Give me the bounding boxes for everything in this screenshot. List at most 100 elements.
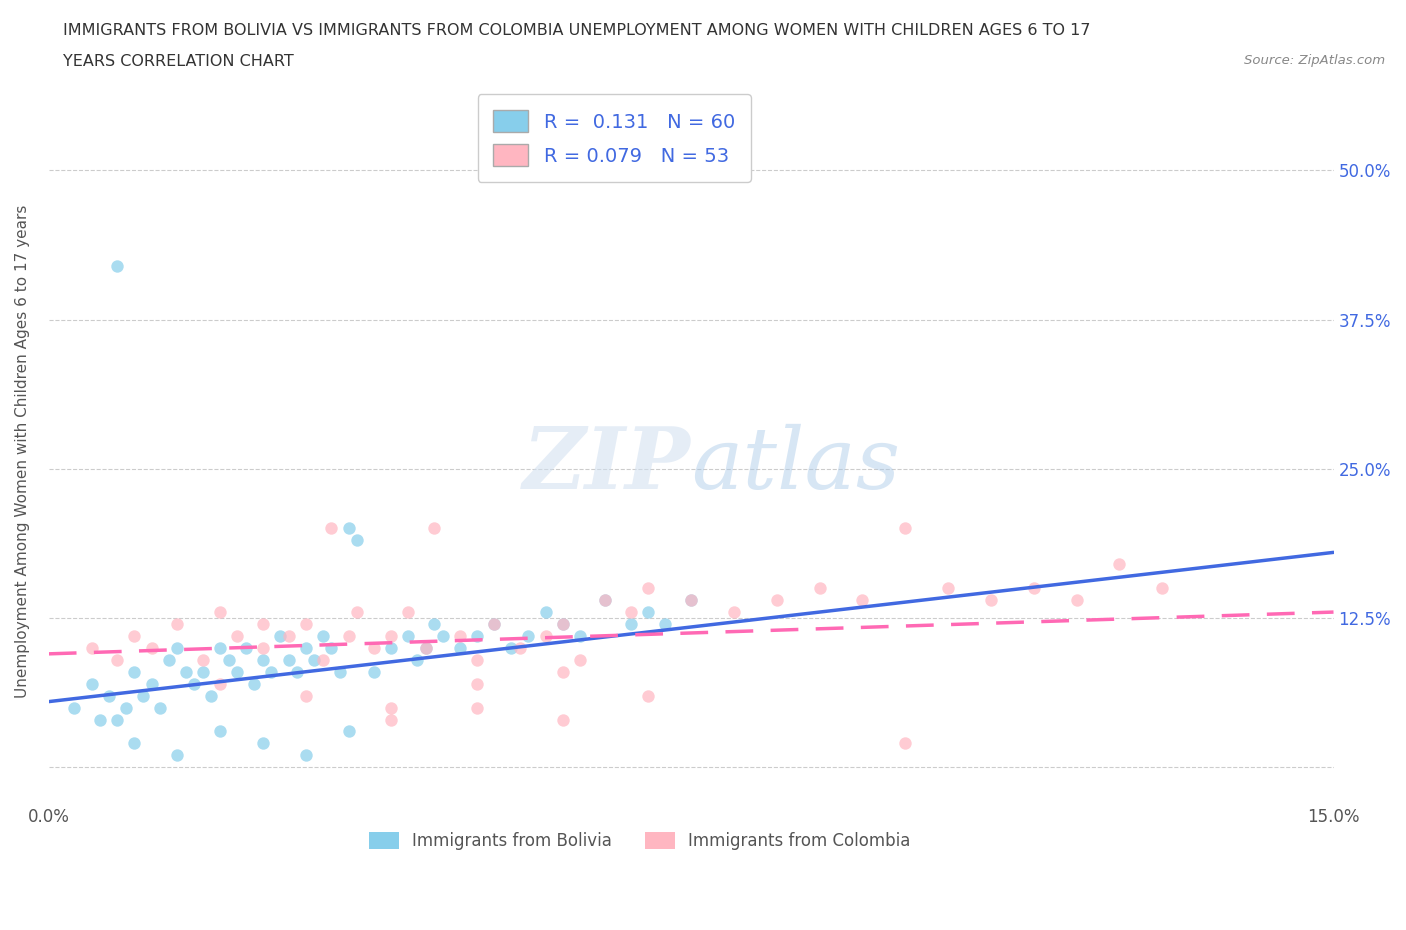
Point: [209, 676, 232, 691]
Point: [551, 617, 574, 631]
Point: [449, 641, 471, 656]
Point: [936, 580, 959, 595]
Point: [517, 629, 540, 644]
Point: [209, 724, 232, 739]
Point: [200, 688, 222, 703]
Text: Source: ZipAtlas.com: Source: ZipAtlas.com: [1244, 54, 1385, 67]
Point: [294, 748, 316, 763]
Point: [380, 629, 402, 644]
Point: [415, 641, 437, 656]
Point: [141, 676, 163, 691]
Point: [124, 629, 146, 644]
Y-axis label: Unemployment Among Women with Children Ages 6 to 17 years: Unemployment Among Women with Children A…: [15, 205, 30, 698]
Point: [380, 700, 402, 715]
Point: [124, 736, 146, 751]
Point: [568, 652, 591, 667]
Point: [681, 592, 703, 607]
Point: [304, 652, 326, 667]
Point: [321, 521, 343, 536]
Point: [1152, 580, 1174, 595]
Point: [346, 604, 368, 619]
Point: [243, 676, 266, 691]
Point: [346, 533, 368, 548]
Point: [226, 629, 249, 644]
Point: [595, 592, 617, 607]
Point: [285, 664, 308, 679]
Point: [551, 617, 574, 631]
Point: [312, 629, 335, 644]
Point: [482, 617, 505, 631]
Point: [534, 604, 557, 619]
Point: [80, 676, 103, 691]
Point: [534, 629, 557, 644]
Point: [312, 652, 335, 667]
Point: [980, 592, 1002, 607]
Point: [465, 676, 488, 691]
Point: [894, 521, 917, 536]
Point: [808, 580, 831, 595]
Point: [1108, 557, 1130, 572]
Point: [209, 641, 232, 656]
Point: [423, 521, 446, 536]
Point: [637, 580, 659, 595]
Point: [398, 604, 420, 619]
Point: [97, 688, 120, 703]
Point: [380, 712, 402, 727]
Point: [191, 664, 214, 679]
Point: [620, 604, 643, 619]
Point: [183, 676, 205, 691]
Point: [501, 641, 523, 656]
Point: [252, 652, 274, 667]
Text: atlas: atlas: [692, 424, 900, 506]
Point: [765, 592, 787, 607]
Point: [166, 748, 188, 763]
Point: [637, 688, 659, 703]
Point: [398, 629, 420, 644]
Point: [380, 641, 402, 656]
Point: [294, 617, 316, 631]
Point: [337, 629, 360, 644]
Point: [252, 641, 274, 656]
Point: [723, 604, 745, 619]
Point: [80, 641, 103, 656]
Point: [329, 664, 352, 679]
Point: [465, 652, 488, 667]
Point: [105, 712, 128, 727]
Point: [141, 641, 163, 656]
Point: [63, 700, 86, 715]
Point: [851, 592, 873, 607]
Point: [166, 617, 188, 631]
Point: [509, 641, 531, 656]
Point: [551, 664, 574, 679]
Point: [363, 641, 385, 656]
Point: [252, 617, 274, 631]
Point: [218, 652, 240, 667]
Point: [157, 652, 180, 667]
Point: [423, 617, 446, 631]
Point: [124, 664, 146, 679]
Point: [294, 641, 316, 656]
Point: [277, 652, 299, 667]
Point: [1066, 592, 1088, 607]
Point: [449, 629, 471, 644]
Point: [432, 629, 454, 644]
Point: [363, 664, 385, 679]
Point: [321, 641, 343, 656]
Point: [551, 712, 574, 727]
Point: [209, 604, 232, 619]
Point: [415, 641, 437, 656]
Point: [637, 604, 659, 619]
Point: [114, 700, 136, 715]
Point: [894, 736, 917, 751]
Point: [226, 664, 249, 679]
Point: [654, 617, 676, 631]
Text: YEARS CORRELATION CHART: YEARS CORRELATION CHART: [63, 54, 294, 69]
Legend: Immigrants from Bolivia, Immigrants from Colombia: Immigrants from Bolivia, Immigrants from…: [360, 823, 920, 858]
Point: [337, 521, 360, 536]
Point: [174, 664, 197, 679]
Point: [294, 688, 316, 703]
Text: ZIP: ZIP: [523, 423, 692, 507]
Point: [465, 700, 488, 715]
Point: [568, 629, 591, 644]
Point: [105, 259, 128, 273]
